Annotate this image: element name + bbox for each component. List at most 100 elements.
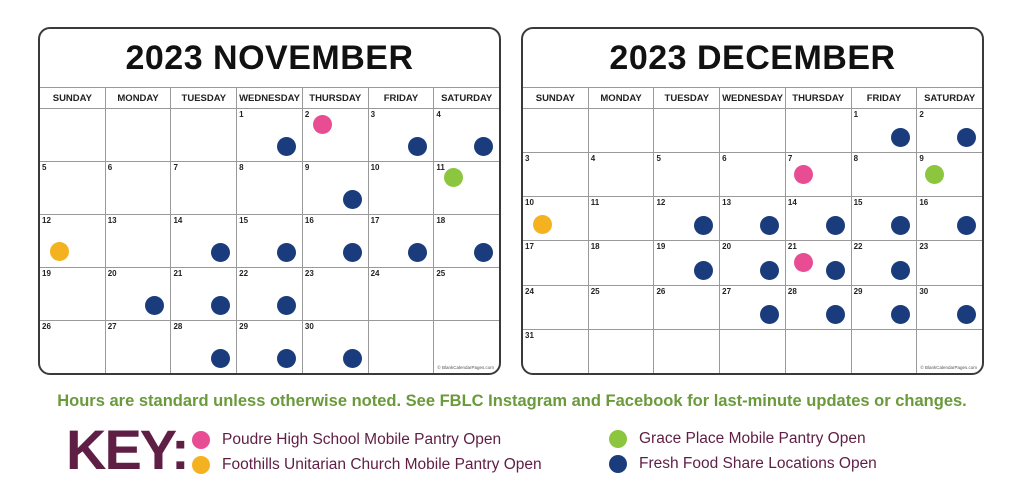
day-number: 26 bbox=[42, 322, 51, 331]
day-cell: 25 bbox=[589, 285, 655, 329]
day-number: 27 bbox=[107, 322, 117, 331]
day-number: 24 bbox=[370, 269, 380, 278]
day-cell: 4 bbox=[434, 109, 499, 161]
pink-dot-icon bbox=[793, 165, 813, 185]
day-number: 8 bbox=[239, 163, 244, 172]
week-row: 19 20 21 22 23 24 25 bbox=[40, 268, 499, 321]
key-item-orange: Foothills Unitarian Church Mobile Pantry… bbox=[192, 456, 542, 474]
day-header-wednesday: WEDNESDAY bbox=[720, 88, 786, 108]
day-number: 4 bbox=[436, 110, 441, 119]
day-number: 17 bbox=[525, 242, 534, 252]
day-cell: 17 bbox=[523, 241, 589, 285]
day-cell bbox=[786, 329, 852, 373]
day-header-sunday: SUNDAY bbox=[523, 88, 589, 108]
day-number: 10 bbox=[370, 163, 380, 172]
day-header-saturday: SATURDAY bbox=[441, 92, 493, 104]
day-cell bbox=[786, 109, 852, 153]
day-number: 8 bbox=[853, 154, 859, 164]
day-cell: 1 bbox=[237, 109, 303, 161]
blue-dot-icon bbox=[609, 455, 627, 473]
day-cell: 16 bbox=[917, 197, 982, 240]
day-cell: 18 bbox=[434, 215, 499, 267]
key-item-green: Grace Place Mobile Pantry Open bbox=[609, 430, 866, 448]
day-cell: 19 bbox=[654, 241, 721, 285]
day-number: 16 bbox=[919, 198, 929, 208]
day-number: 9 bbox=[304, 163, 310, 172]
blue-dot-icon bbox=[891, 216, 911, 236]
day-header-friday: FRIDAY bbox=[369, 88, 435, 108]
pink-dot-icon bbox=[312, 115, 332, 134]
day-number: 1 bbox=[853, 110, 859, 119]
day-number: 12 bbox=[656, 198, 666, 208]
blue-dot-icon bbox=[342, 243, 362, 262]
blue-dot-icon bbox=[759, 260, 779, 280]
green-dot-icon bbox=[609, 430, 627, 448]
calendar-grid: SUNDAY MONDAY TUESDAY WEDNESDAY THURSDAY FRID… bbox=[40, 88, 499, 373]
day-cell: 30 bbox=[917, 286, 982, 329]
blue-dot-icon bbox=[891, 128, 911, 148]
day-cell: 14 bbox=[786, 197, 852, 241]
day-header-wednesday: WEDNESDAY bbox=[237, 88, 303, 108]
day-number: 15 bbox=[853, 198, 863, 208]
day-number: 28 bbox=[173, 322, 183, 331]
day-number: 15 bbox=[239, 216, 249, 225]
day-number: 3 bbox=[525, 154, 530, 164]
day-header-saturday: SATURDAY bbox=[924, 92, 976, 104]
day-cell: 12 bbox=[654, 197, 721, 241]
day-number: 24 bbox=[525, 286, 534, 296]
day-number: 5 bbox=[656, 154, 661, 164]
pink-dot-icon bbox=[793, 253, 813, 273]
key-item-pink: Poudre High School Mobile Pantry Open bbox=[192, 431, 501, 449]
day-cell: 19 bbox=[40, 268, 106, 320]
blue-dot-icon bbox=[891, 260, 911, 280]
day-number: 31 bbox=[525, 330, 534, 340]
blue-dot-icon bbox=[211, 349, 231, 368]
day-cell: 22 bbox=[237, 268, 303, 320]
december-calendar: 2023 DECEMBER SUNDAY MONDAY TUESDAY WEDNESD… bbox=[521, 27, 984, 375]
blue-dot-icon bbox=[276, 137, 296, 156]
day-header-row: SUNDAY MONDAY TUESDAY WEDNESDAY THURSDAY FRID… bbox=[523, 88, 982, 109]
hours-note: Hours are standard unless otherwise note… bbox=[57, 392, 967, 410]
day-cell: 12 bbox=[40, 215, 106, 267]
day-cell: 16 bbox=[303, 215, 369, 267]
week-row: 5 6 7 8 9 10 11 bbox=[40, 162, 499, 215]
pink-dot-icon bbox=[192, 431, 210, 449]
day-cell: 30 bbox=[303, 321, 369, 373]
key-label: Poudre High School Mobile Pantry Open bbox=[222, 431, 502, 448]
week-row: 12 13 14 15 16 17 18 bbox=[40, 215, 499, 268]
key-label: Grace Place Mobile Pantry Open bbox=[639, 430, 866, 447]
day-cell: 6 bbox=[106, 162, 172, 214]
green-dot-icon bbox=[925, 165, 945, 185]
day-number: 22 bbox=[853, 242, 863, 252]
day-cell: 5 bbox=[654, 153, 721, 197]
blue-dot-icon bbox=[694, 216, 714, 236]
day-cell bbox=[720, 109, 786, 153]
day-number: 19 bbox=[656, 242, 666, 252]
day-number: 16 bbox=[304, 216, 314, 225]
day-cell bbox=[589, 109, 655, 153]
day-cell: 31 bbox=[523, 329, 589, 373]
blue-dot-icon bbox=[408, 243, 428, 262]
day-number: 22 bbox=[239, 269, 249, 278]
day-cell: 18 bbox=[589, 241, 655, 285]
week-row: 3 4 5 6 7 8 9 bbox=[523, 153, 982, 198]
day-number: 11 bbox=[590, 198, 600, 208]
day-cell: 8 bbox=[237, 162, 303, 214]
day-header-friday: FRIDAY bbox=[852, 88, 918, 108]
day-number: 23 bbox=[919, 242, 929, 252]
day-cell bbox=[171, 109, 238, 161]
day-number: 20 bbox=[107, 269, 117, 278]
day-cell: 24 bbox=[523, 285, 589, 329]
week-row: 1 2 3 4 bbox=[40, 109, 499, 162]
day-cell: 27 bbox=[106, 321, 172, 373]
day-number: 11 bbox=[436, 163, 445, 172]
day-number: 5 bbox=[42, 163, 47, 172]
blue-dot-icon bbox=[825, 304, 845, 324]
day-number: 29 bbox=[239, 322, 249, 331]
day-cell: 7 bbox=[171, 162, 238, 214]
day-number: 30 bbox=[919, 286, 929, 296]
blue-dot-icon bbox=[474, 243, 494, 262]
blue-dot-icon bbox=[825, 216, 845, 236]
blue-dot-icon bbox=[891, 304, 911, 324]
